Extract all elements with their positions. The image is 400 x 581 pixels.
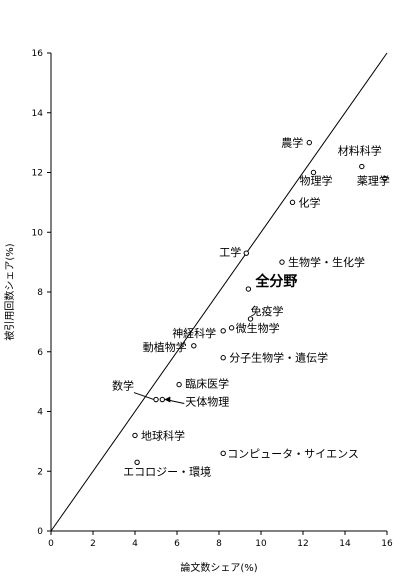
- x-tick-label: 12: [297, 539, 308, 549]
- data-point-label: 神経科学: [172, 326, 216, 340]
- y-axis-title: 被引用回数シェア(%): [3, 243, 16, 340]
- data-point-marker: [247, 316, 254, 322]
- y-tick-label: 8: [37, 288, 43, 298]
- data-point-label: 動植物学: [143, 340, 187, 354]
- x-axis-title: 論文数シェア(%): [180, 561, 257, 574]
- data-point-label: 臨床医学: [185, 377, 229, 391]
- y-tick-label: 16: [32, 49, 44, 59]
- y-tick-label: 6: [37, 348, 43, 358]
- data-point-marker: [153, 396, 159, 403]
- data-point-label: 物理学: [300, 174, 333, 188]
- data-point-marker: [279, 259, 285, 265]
- diagonal-reference-line: [50, 52, 388, 532]
- data-point-marker: [220, 328, 226, 334]
- data-point-marker: [220, 450, 226, 457]
- x-tick-label: 10: [255, 539, 267, 549]
- data-point-marker: [134, 459, 140, 465]
- y-ticks: 0 2 4 6 8 10 12 14 16: [32, 49, 51, 537]
- data-point-label: 天体物理: [185, 395, 229, 409]
- data-point-label: 全分野: [254, 273, 297, 290]
- data-point-marker: [228, 325, 235, 331]
- data-point-marker: [359, 163, 365, 170]
- x-tick-label: 8: [216, 539, 222, 549]
- data-point-marker: [176, 381, 182, 388]
- data-point-label: 微生物学: [236, 321, 280, 335]
- data-point-marker: [306, 139, 312, 146]
- leader-line: [133, 392, 155, 401]
- data-point-label: 免疫学: [251, 304, 284, 318]
- data-point-marker: [382, 175, 388, 182]
- y-tick-label: 0: [37, 527, 43, 537]
- x-ticks: 0 2 4 6 8 10 12 14 16: [48, 531, 393, 549]
- data-point-label: 生物学・生化学: [288, 255, 365, 269]
- data-point-marker: [220, 355, 226, 361]
- data-point-label: コンピュータ・サイエンス: [227, 447, 359, 460]
- x-tick-label: 4: [132, 539, 138, 549]
- data-point-label: 工学: [219, 245, 241, 259]
- data-point-label: 材料科学: [338, 144, 382, 158]
- x-tick-label: 2: [90, 539, 96, 549]
- data-point-marker: [245, 286, 252, 292]
- data-point-marker: [191, 343, 197, 349]
- data-point-label: 数学: [112, 379, 134, 393]
- data-point-label: エコロジー・環境: [123, 464, 211, 478]
- y-tick-label: 4: [37, 408, 43, 418]
- y-tick-label: 2: [37, 467, 43, 477]
- x-tick-label: 0: [48, 539, 54, 549]
- data-point-label: 地球科学: [141, 428, 185, 442]
- y-tick-label: 14: [32, 109, 44, 119]
- data-point-label: 分子生物学・遺伝学: [229, 351, 328, 365]
- y-tick-label: 12: [32, 169, 43, 179]
- y-tick-label: 10: [32, 228, 44, 238]
- arrow-head: [164, 396, 171, 403]
- x-tick-label: 16: [381, 539, 393, 549]
- data-point-marker: [289, 199, 296, 206]
- x-tick-label: 6: [174, 539, 180, 549]
- data-point-marker: [243, 250, 250, 256]
- data-point-marker: [159, 396, 166, 403]
- data-point-label: 農学: [281, 136, 303, 150]
- data-point-label: 薬理学: [357, 173, 390, 187]
- x-tick-label: 14: [339, 539, 351, 549]
- data-point-marker: [132, 432, 138, 439]
- data-point-label: 化学: [299, 195, 321, 209]
- data-point-marker: [310, 169, 317, 176]
